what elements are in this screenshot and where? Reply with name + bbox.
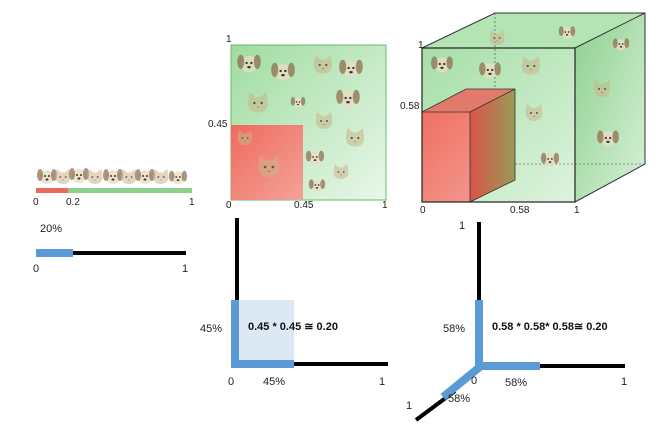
cat-face-icon [55, 168, 71, 185]
cube-label-bottom-end: 1 [574, 205, 580, 216]
strip-label-end: 1 [189, 197, 195, 208]
square-label-bottom-end: 1 [382, 200, 388, 211]
bar-2d-horizontal [231, 360, 294, 368]
square-label-top: 1 [226, 34, 232, 45]
area-2d-fill [235, 300, 294, 365]
lbar-left-percent: 45% [200, 323, 223, 335]
cat-face-icon [87, 168, 103, 185]
bar-1d-percent: 20% [40, 223, 63, 235]
puppy-face-icon [103, 169, 123, 184]
lbar-bottom-percent: 45% [263, 376, 286, 388]
bar-3d-horizontal [479, 362, 540, 370]
ybar-diag-percent: 58% [448, 393, 471, 405]
bar-1d-end: 1 [182, 263, 189, 275]
bar-3d-vertical [475, 300, 483, 368]
strip-label-start: 0 [33, 197, 39, 208]
cube-label-top: 1 [418, 40, 424, 51]
ybar-right-percent: 58% [505, 377, 528, 389]
cube-label-origin: 0 [420, 205, 426, 216]
strip-red [36, 188, 68, 193]
cat-face-icon [153, 168, 169, 185]
strip-label-mid: 0.2 [66, 197, 80, 208]
bar-2d-vertical [231, 300, 239, 368]
pet-strip-illustration [36, 168, 192, 193]
puppy-face-icon [135, 169, 155, 184]
puppy-face-icon [168, 170, 188, 185]
cube-label-bottom-mid: 0.58 [510, 205, 530, 216]
equation-2d: 0.45 * 0.45 ≅ 0.20 [248, 321, 338, 333]
strip-green [36, 188, 192, 193]
ybar-top: 1 [459, 220, 466, 232]
cube-illustration [421, 12, 646, 203]
cat-face-icon [121, 168, 137, 185]
square-illustration [230, 44, 387, 201]
puppy-face-icon [69, 168, 89, 183]
square-label-bottom-mid: 0.45 [294, 200, 314, 211]
ybar-right-end: 1 [621, 376, 628, 388]
ybar-left-percent: 58% [443, 323, 466, 335]
square-label-side: 0.45 [208, 119, 228, 130]
ybar-diag-end: 1 [406, 400, 413, 412]
bar-1d-fill [36, 249, 73, 257]
bar-1d-start: 0 [33, 263, 40, 275]
equation-3d: 0.58 * 0.58* 0.58≅ 0.20 [492, 321, 608, 333]
square-label-origin: 0 [226, 200, 232, 211]
lbar-end: 1 [379, 376, 386, 388]
bar-3d-diagonal [440, 362, 484, 401]
puppy-face-icon [37, 169, 57, 184]
lbar-origin: 0 [228, 376, 235, 388]
cube-label-side: 0.58 [400, 101, 420, 112]
ybar-origin: 0 [471, 375, 478, 387]
